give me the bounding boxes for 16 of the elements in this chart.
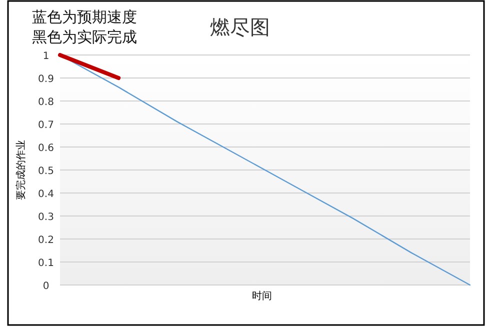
y-tick-label: 0.3	[38, 212, 54, 223]
y-tick-label: 0.9	[38, 74, 54, 85]
y-tick-label: 0.5	[38, 166, 54, 177]
x-axis-title: 时间	[252, 290, 272, 302]
text: 蓝色为预期速度	[32, 8, 137, 26]
chart-title: 燃尽图	[210, 15, 270, 39]
y-tick-label: 0.6	[38, 143, 54, 154]
y-tick-label: 0	[42, 281, 50, 292]
y-tick-label: 0.8	[38, 97, 54, 108]
y-tick-label: 0.4	[38, 189, 54, 200]
y-tick-label: 0.2	[38, 235, 54, 246]
text: 黑色为实际完成	[32, 28, 137, 46]
y-tick-label: 1	[42, 51, 50, 62]
y-axis-title: 要完成的作业	[15, 140, 27, 200]
y-tick-label: 0.1	[38, 258, 54, 269]
y-tick-label: 0.7	[38, 120, 54, 131]
